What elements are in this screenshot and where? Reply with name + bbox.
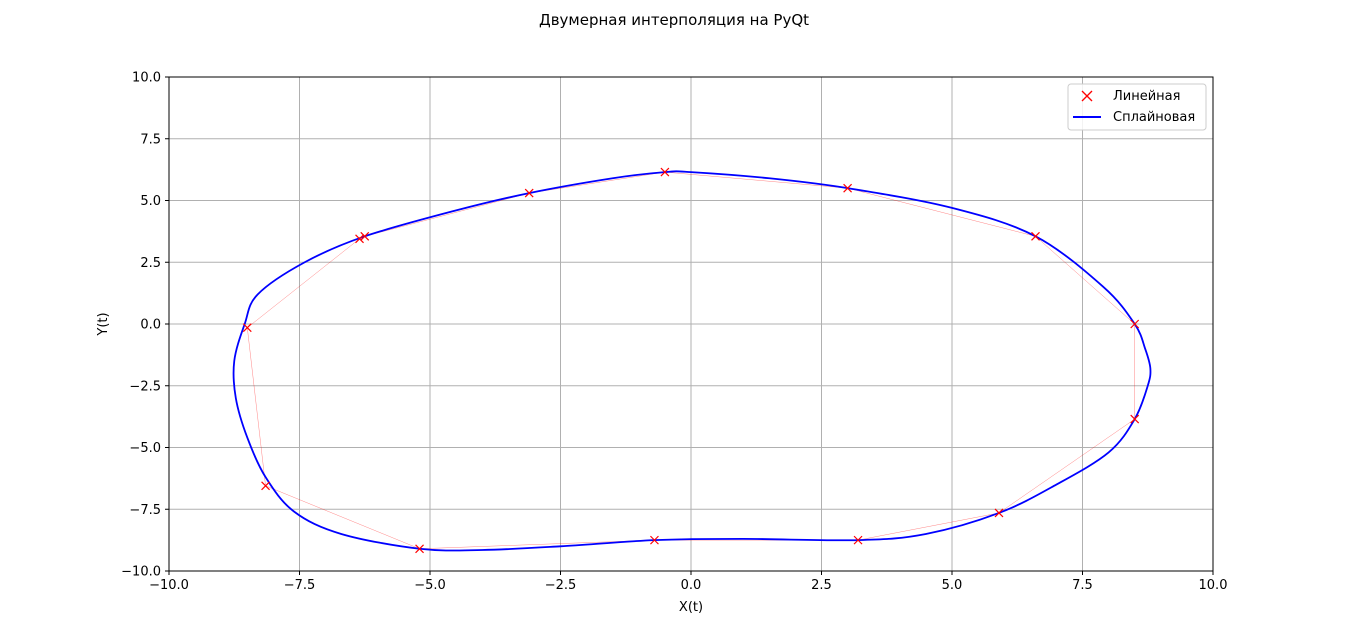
marker-stroke: [650, 535, 659, 545]
marker-stroke: [843, 183, 853, 193]
chart-title: Двумерная интерполяция на PyQt: [539, 11, 809, 29]
marker-stroke: [261, 481, 270, 491]
marker-stroke: [415, 544, 424, 554]
x-axis-label: X(t): [679, 600, 703, 615]
y-tick-label: 7.5: [140, 132, 161, 147]
y-axis-ticks: −10.0 −7.5 −5.0 −2.5 0.0 2.5 5.0 7.5 10.0: [121, 71, 169, 580]
legend-marker-linear: [1081, 90, 1093, 102]
linear-data-point: [853, 535, 863, 545]
marker-stroke: [660, 167, 670, 177]
marker-stroke: [355, 234, 364, 244]
x-tick-label: −5.0: [414, 578, 446, 593]
y-tick-label: −2.5: [129, 379, 161, 394]
marker-stroke: [524, 188, 534, 198]
y-axis-label: Y(t): [96, 312, 111, 336]
x-tick-label: −10.0: [149, 578, 189, 593]
y-tick-label: 2.5: [140, 256, 161, 271]
linear-data-point: [242, 323, 252, 333]
y-tick-label: 10.0: [132, 71, 161, 86]
linear-data-point: [1031, 231, 1040, 241]
x-tick-label: 5.0: [942, 578, 963, 593]
x-tick-label: −2.5: [545, 578, 577, 593]
linear-data-point: [1130, 414, 1140, 424]
linear-data-point: [261, 481, 270, 491]
y-tick-label: 0.0: [140, 318, 161, 333]
y-tick-label: −10.0: [121, 565, 161, 580]
x-axis-ticks: −10.0 −7.5 −5.0 −2.5 0.0 2.5 5.0 7.5 10.0: [149, 571, 1227, 593]
linear-data-point: [994, 508, 1004, 518]
x-tick-label: 10.0: [1199, 578, 1228, 593]
marker-stroke: [1130, 319, 1140, 329]
y-tick-label: −7.5: [129, 503, 161, 518]
y-tick-label: 5.0: [140, 194, 161, 209]
legend: Линейная Сплайновая: [1067, 83, 1207, 131]
y-tick-label: −5.0: [129, 441, 161, 456]
legend-label-linear: Линейная: [1113, 89, 1180, 104]
linear-data-point: [1130, 319, 1140, 329]
marker-stroke: [994, 508, 1004, 518]
linear-data-point: [415, 544, 424, 554]
spline-series-line: [232, 170, 1152, 552]
linear-data-point: [355, 234, 364, 244]
x-tick-label: 2.5: [811, 578, 832, 593]
plot-area: −10.0 −7.5 −5.0 −2.5 0.0 2.5 5.0 7.5 10.0 −10.0−…: [121, 71, 1227, 594]
marker-stroke: [853, 535, 863, 545]
marker-stroke: [242, 323, 252, 333]
legend-box: [1067, 83, 1207, 131]
x-tick-label: −7.5: [284, 578, 316, 593]
marker-stroke: [360, 231, 370, 241]
linear-data-point: [650, 535, 659, 545]
linear-data-point: [660, 167, 670, 177]
marker-stroke: [1130, 414, 1140, 424]
x-tick-label: 0.0: [681, 578, 702, 593]
marker-stroke: [1031, 231, 1040, 241]
legend-label-spline: Сплайновая: [1113, 110, 1195, 125]
linear-data-point: [360, 231, 370, 241]
linear-data-point: [524, 188, 534, 198]
series-layer: [232, 167, 1152, 554]
linear-data-point: [843, 183, 853, 193]
x-tick-label: 7.5: [1072, 578, 1093, 593]
grid: [168, 76, 1214, 572]
